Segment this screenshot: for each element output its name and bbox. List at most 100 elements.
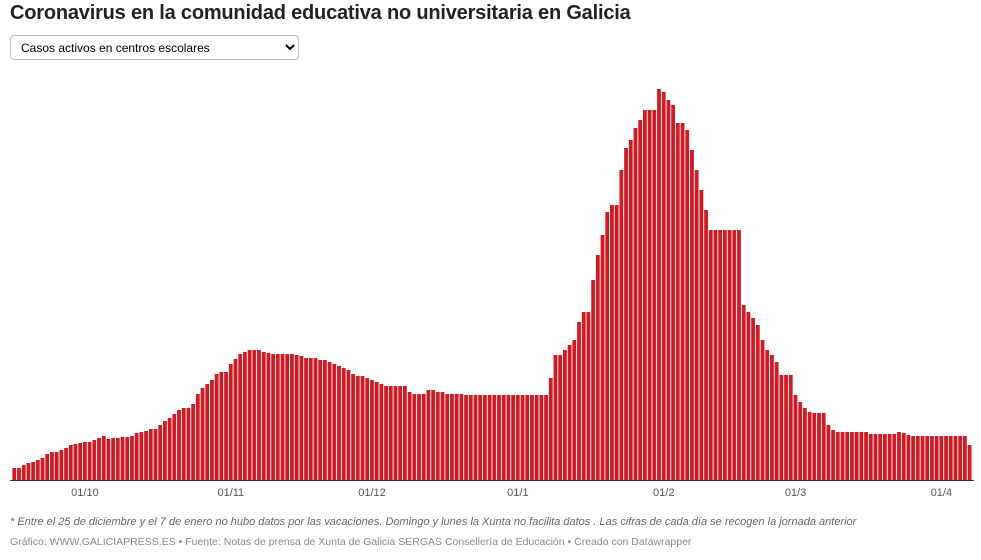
x-tick-label: 01/10	[71, 487, 99, 499]
bar	[54, 452, 59, 480]
bar	[798, 402, 803, 480]
bar	[12, 468, 17, 480]
bar	[271, 354, 276, 480]
bar	[393, 386, 398, 480]
bar	[360, 376, 365, 480]
bar	[558, 355, 563, 480]
bar	[671, 105, 676, 480]
bar	[162, 421, 167, 480]
bar	[506, 395, 511, 480]
bar	[134, 433, 139, 480]
bar	[435, 392, 440, 480]
bar	[205, 384, 210, 480]
bar	[953, 436, 958, 480]
bar	[144, 431, 148, 480]
bar	[497, 395, 501, 480]
bar	[224, 372, 228, 480]
bar	[158, 425, 163, 480]
bar	[581, 312, 586, 480]
bar	[520, 395, 525, 480]
bar	[694, 170, 699, 480]
bar	[139, 432, 144, 480]
bar	[379, 384, 384, 480]
bar	[746, 312, 751, 480]
bar	[172, 414, 177, 480]
bar	[351, 374, 356, 480]
bar	[807, 412, 812, 480]
bar	[666, 100, 671, 480]
bar	[318, 360, 323, 480]
bar	[897, 432, 901, 480]
bar	[562, 350, 567, 480]
bar	[210, 380, 214, 480]
bar	[186, 408, 191, 480]
bar	[252, 350, 257, 480]
bar	[487, 395, 492, 480]
bar	[784, 375, 788, 480]
bar	[97, 438, 101, 480]
bar	[285, 354, 290, 480]
bar	[454, 394, 459, 480]
bar	[214, 374, 219, 480]
bar	[332, 364, 337, 480]
bar	[195, 394, 200, 480]
bar	[445, 394, 450, 480]
bar	[238, 354, 243, 480]
bar	[892, 434, 897, 480]
bar	[793, 395, 798, 480]
bar	[40, 458, 45, 480]
bar	[774, 362, 779, 480]
dropdown[interactable]: Casos activos en centros escolares	[10, 35, 299, 60]
bar	[840, 432, 845, 480]
bar	[450, 394, 454, 480]
bar	[934, 436, 939, 480]
bar	[459, 394, 464, 480]
bar	[26, 463, 31, 480]
bar	[864, 432, 868, 480]
bar	[614, 205, 619, 480]
bar	[628, 140, 633, 480]
bar	[765, 350, 770, 480]
bar	[228, 364, 233, 480]
bar	[525, 395, 530, 480]
bar	[219, 372, 224, 480]
bar	[887, 434, 892, 480]
bar	[642, 110, 647, 480]
bar	[148, 429, 153, 480]
bar	[850, 432, 854, 480]
bar	[958, 436, 963, 480]
bar	[835, 432, 840, 480]
bar	[539, 395, 544, 480]
bar	[247, 350, 252, 480]
bar	[727, 230, 732, 480]
bar	[370, 380, 374, 480]
bar	[544, 395, 548, 480]
bar	[553, 355, 558, 480]
bar	[327, 362, 332, 480]
bar	[299, 356, 304, 480]
bar	[431, 390, 436, 480]
bar	[322, 360, 327, 480]
bar	[111, 438, 116, 480]
bar	[482, 395, 487, 480]
bar	[68, 445, 73, 480]
bar	[73, 444, 78, 480]
bar	[967, 445, 972, 480]
bar	[788, 375, 793, 480]
footnote: * Entre el 25 de diciembre y el 7 de ene…	[10, 516, 857, 528]
bar	[732, 230, 737, 480]
bar	[153, 429, 158, 480]
bar	[878, 434, 883, 480]
bar	[812, 413, 817, 480]
bar	[704, 210, 708, 480]
bar	[421, 394, 426, 480]
x-tick-label: 01/12	[358, 487, 386, 499]
bar	[802, 408, 807, 480]
bar	[708, 230, 713, 480]
bar	[873, 434, 878, 480]
bar	[944, 436, 948, 480]
bar	[530, 395, 534, 480]
bar	[337, 366, 341, 480]
bar	[120, 437, 125, 480]
bar	[59, 450, 64, 480]
